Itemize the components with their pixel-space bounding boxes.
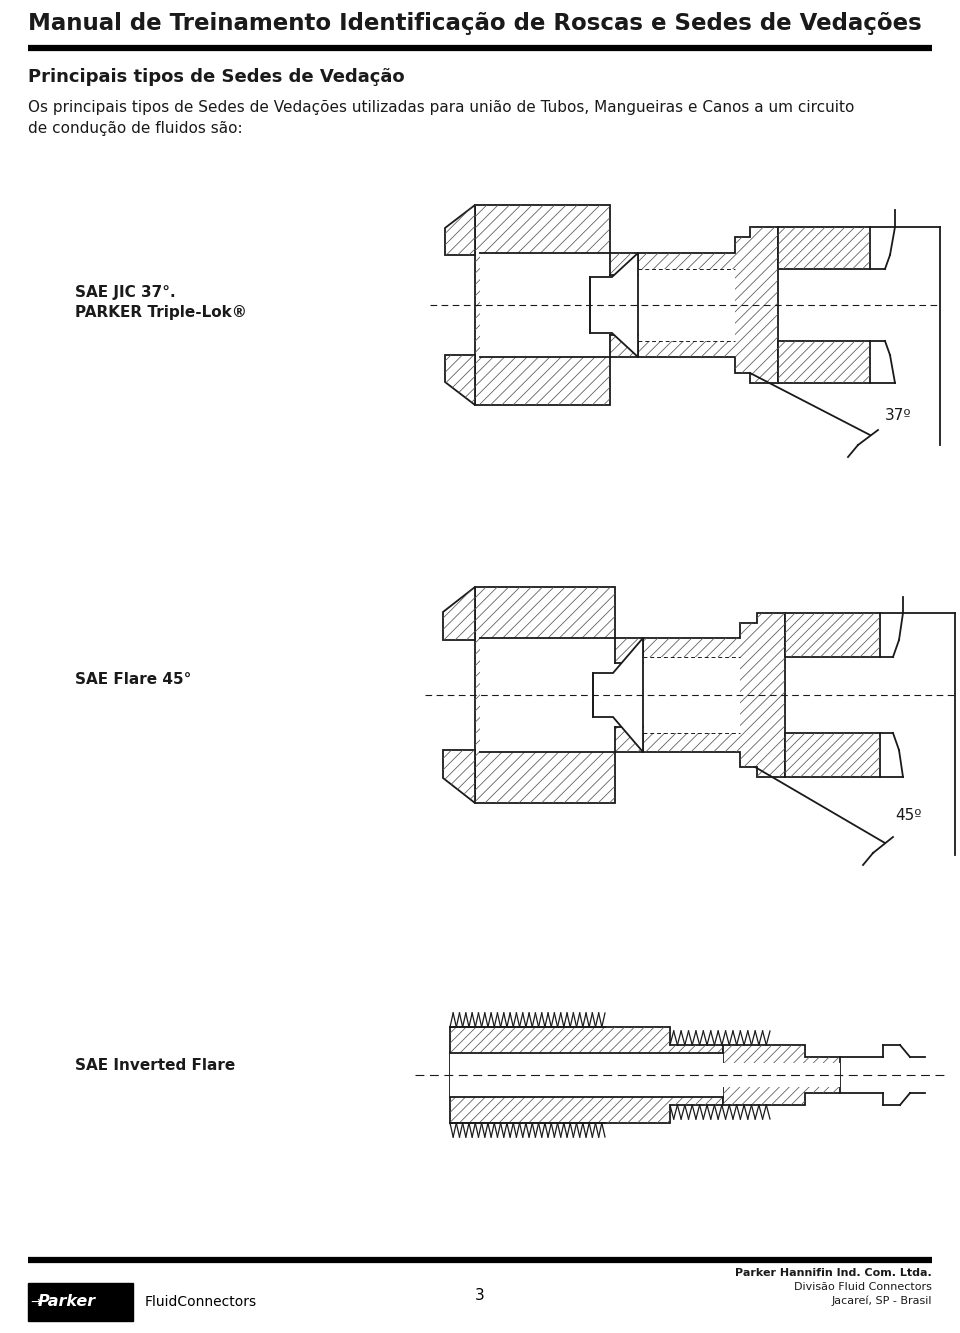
Polygon shape [785,613,880,657]
Polygon shape [643,613,785,777]
Polygon shape [723,1062,840,1086]
Polygon shape [480,253,638,357]
Polygon shape [723,1045,840,1105]
Polygon shape [450,1053,723,1097]
FancyBboxPatch shape [28,1282,133,1321]
Text: Os principais tipos de Sedes de Vedações utilizadas para união de Tubos, Manguei: Os principais tipos de Sedes de Vedações… [28,100,854,136]
Polygon shape [443,750,475,802]
Text: 45º: 45º [895,808,922,822]
Polygon shape [638,227,778,383]
Text: SAE JIC 37°.: SAE JIC 37°. [75,285,176,300]
Text: Divisão Fluid Connectors: Divisão Fluid Connectors [794,1282,932,1292]
Polygon shape [785,733,880,777]
Text: →: → [30,1296,40,1309]
Polygon shape [643,657,740,733]
Text: Manual de Treinamento Identificação de Roscas e Sedes de Vedações: Manual de Treinamento Identificação de R… [28,12,922,35]
Text: FluidConnectors: FluidConnectors [145,1294,257,1309]
Text: PARKER Triple-Lok®: PARKER Triple-Lok® [75,305,247,320]
Polygon shape [778,341,870,383]
Polygon shape [445,205,475,255]
Text: 3: 3 [475,1289,485,1304]
Text: Parker: Parker [38,1294,96,1309]
Text: Jacareí, SP - Brasil: Jacareí, SP - Brasil [831,1296,932,1306]
Polygon shape [638,269,735,341]
Text: Parker Hannifin Ind. Com. Ltda.: Parker Hannifin Ind. Com. Ltda. [735,1268,932,1278]
Polygon shape [443,587,475,640]
Polygon shape [475,587,643,802]
Polygon shape [778,227,870,269]
Text: SAE Inverted Flare: SAE Inverted Flare [75,1057,235,1073]
Text: 37º: 37º [885,408,912,423]
Text: Principais tipos de Sedes de Vedação: Principais tipos de Sedes de Vedação [28,68,404,87]
Polygon shape [590,253,638,357]
Polygon shape [450,1026,723,1122]
Polygon shape [475,205,638,405]
Polygon shape [593,639,643,752]
Polygon shape [445,355,475,405]
Text: SAE Flare 45°: SAE Flare 45° [75,673,191,688]
Polygon shape [480,639,643,752]
